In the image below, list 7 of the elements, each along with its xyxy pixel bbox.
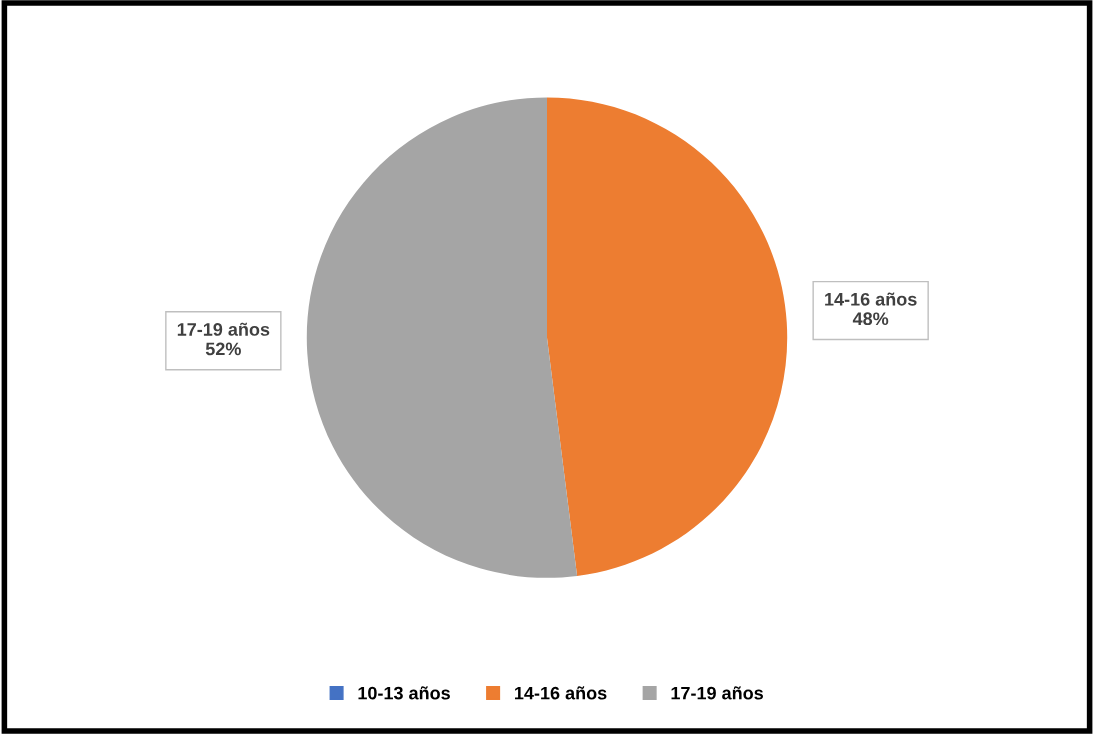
data-label: 17-19 años 52% xyxy=(177,322,270,356)
legend-label: 17-19 años xyxy=(671,686,763,700)
pie-slice xyxy=(547,97,788,576)
legend-label: 10-13 años xyxy=(358,686,450,700)
legend-label: 14-16 años xyxy=(515,686,607,700)
data-label: 14-16 años 48% xyxy=(825,292,917,326)
pie-slice xyxy=(306,97,578,578)
